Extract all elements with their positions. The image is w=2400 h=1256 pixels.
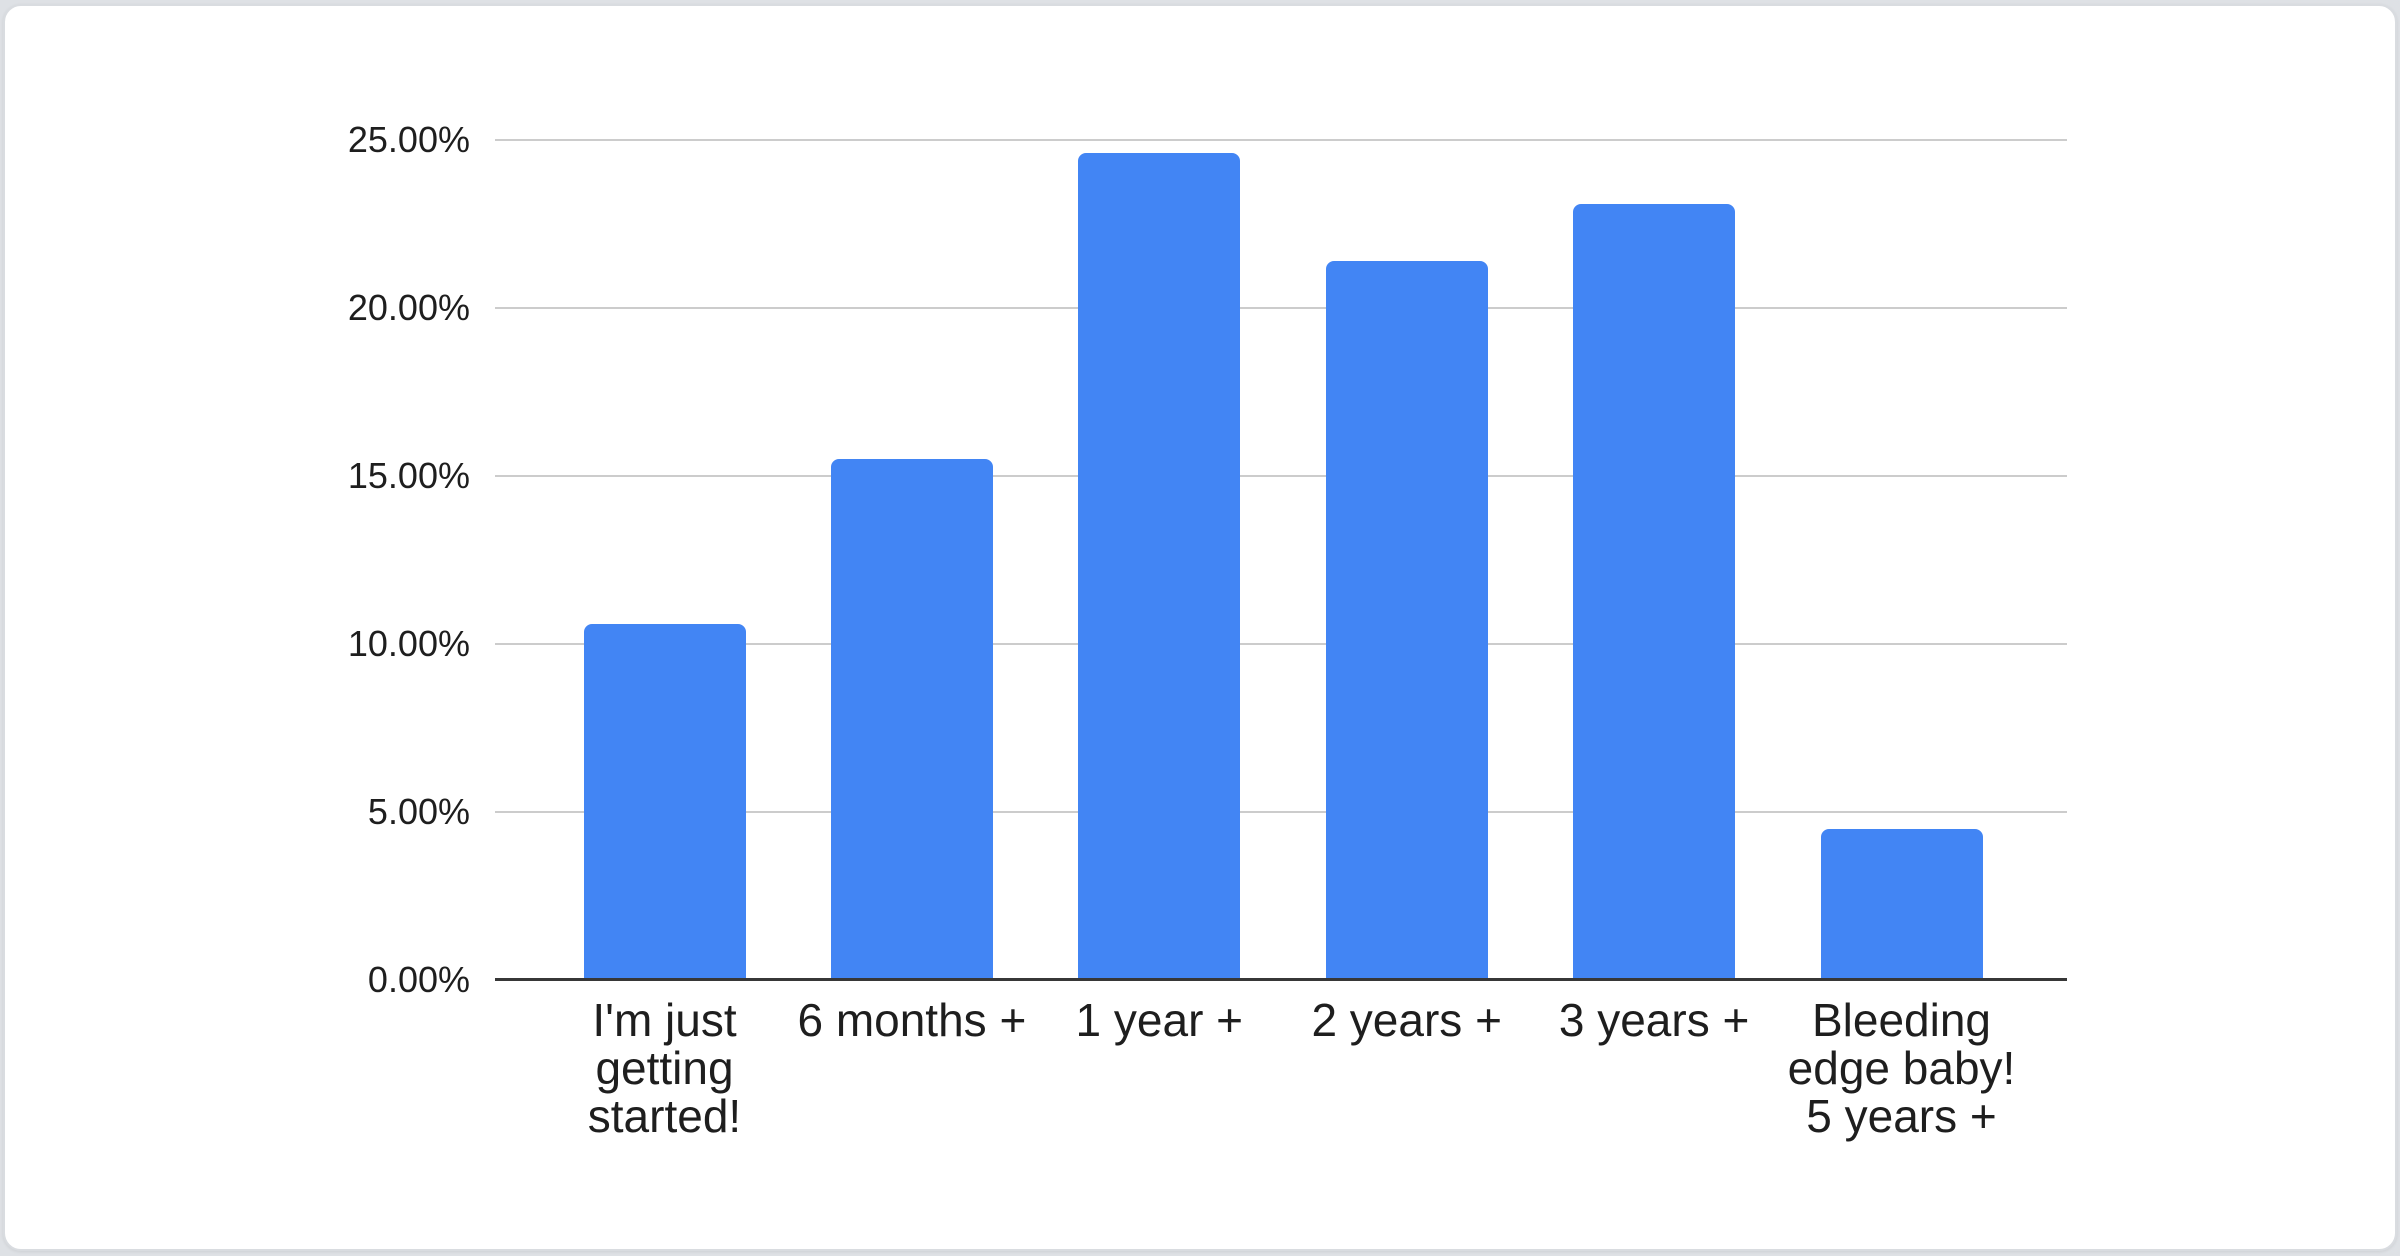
x-category-label-line: 5 years + — [1806, 1090, 1997, 1142]
gridline — [495, 643, 2067, 645]
x-category-label: 1 year + — [1035, 996, 1283, 1044]
x-axis-line — [495, 978, 2067, 981]
x-category-label: 3 years + — [1530, 996, 1778, 1044]
x-category-label: 6 months + — [788, 996, 1036, 1044]
x-category-label-line: edge baby! — [1787, 1042, 2016, 1094]
y-tick-label: 0.00% — [367, 959, 470, 1000]
y-tick-label: 15.00% — [347, 455, 470, 496]
gridline — [495, 475, 2067, 477]
x-category-label: Bleeding edge baby! 5 years + — [1778, 996, 2026, 1140]
x-category-label: I'm just getting started! — [541, 996, 789, 1140]
x-category-label-line: 2 years + — [1311, 994, 1502, 1046]
bar[interactable] — [1820, 828, 1983, 980]
x-category-label-line: 6 months + — [797, 994, 1027, 1046]
x-category-label-line: 3 years + — [1558, 994, 1750, 1046]
y-tick-label: 10.00% — [347, 623, 470, 664]
x-category-label-line: 1 year + — [1075, 994, 1244, 1046]
gridline — [495, 139, 2067, 141]
gridline — [495, 811, 2067, 813]
y-tick-label: 5.00% — [367, 791, 470, 832]
x-category-label-line: started! — [587, 1090, 742, 1142]
gridline — [495, 307, 2067, 309]
y-tick-label: 20.00% — [347, 287, 470, 328]
bar[interactable] — [830, 459, 993, 980]
bar[interactable] — [583, 623, 746, 980]
x-category-label: 2 years + — [1283, 996, 1531, 1044]
x-category-label-line: I'm just — [592, 994, 737, 1046]
bar[interactable] — [1325, 260, 1488, 980]
bar[interactable] — [1078, 153, 1241, 980]
x-category-label-line: Bleeding — [1811, 994, 1992, 1046]
x-category-label-line: getting — [595, 1042, 734, 1094]
bar[interactable] — [1573, 203, 1736, 980]
y-tick-label: 25.00% — [347, 119, 470, 160]
